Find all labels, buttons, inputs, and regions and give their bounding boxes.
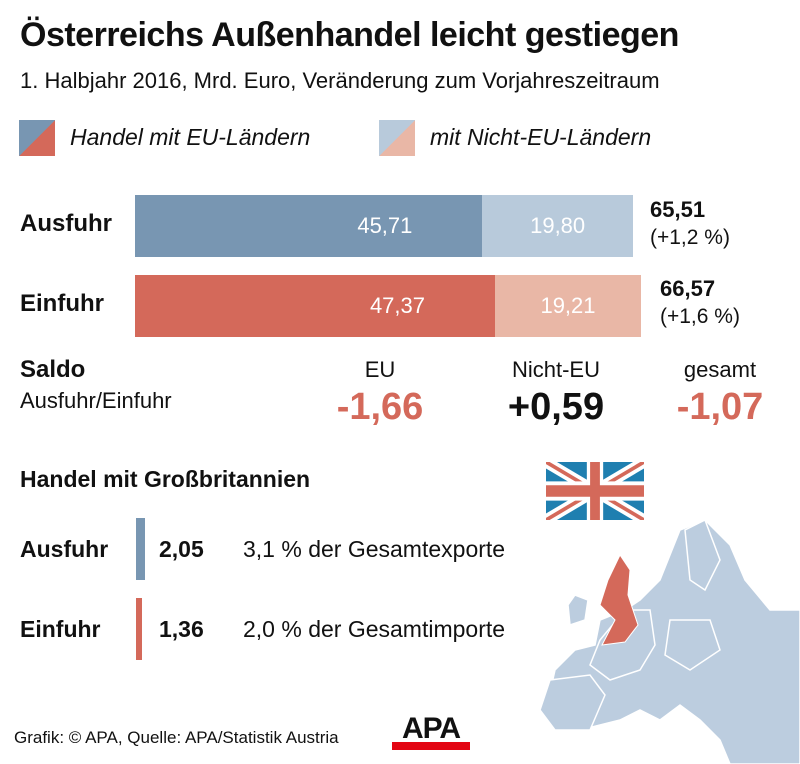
uk-title: Handel mit Großbritannien bbox=[20, 466, 311, 492]
legend-swatch-noneu bbox=[379, 120, 415, 156]
bar-value-label: 19,21 bbox=[540, 293, 596, 318]
legend-label-eu: Handel mit EU-Ländern bbox=[70, 124, 311, 150]
uk-text-ausfuhr: 3,1 % der Gesamtexporte bbox=[243, 536, 506, 562]
bar-value-label: 47,37 bbox=[369, 293, 425, 318]
apa-logo-text: APA bbox=[401, 712, 461, 745]
legend-label-noneu: mit Nicht-EU-Ländern bbox=[430, 124, 652, 150]
uk-bar-einfuhr bbox=[136, 598, 142, 660]
row-label-einfuhr: Einfuhr bbox=[20, 290, 104, 317]
saldo-head-eu: EU bbox=[364, 357, 396, 382]
uk-label-einfuhr: Einfuhr bbox=[20, 616, 101, 642]
bar-value-label: 45,71 bbox=[357, 213, 413, 238]
row-label-ausfuhr: Ausfuhr bbox=[20, 210, 112, 237]
bar-ausfuhr-eu: 45,71 bbox=[135, 195, 483, 257]
saldo-value-noneu: +0,59 bbox=[507, 386, 605, 428]
saldo-head-noneu: Nicht-EU bbox=[511, 357, 600, 382]
uk-bar-ausfuhr bbox=[136, 518, 145, 580]
uk-label-ausfuhr: Ausfuhr bbox=[20, 536, 109, 562]
chart-subtitle: 1. Halbjahr 2016, Mrd. Euro, Veränderung… bbox=[20, 68, 660, 93]
change-ausfuhr: (+1,2 %) bbox=[650, 226, 730, 249]
uk-value-einfuhr: 1,36 bbox=[159, 616, 204, 642]
total-ausfuhr: 65,51 bbox=[650, 197, 706, 222]
source-footer: Grafik: © APA, Quelle: APA/Statistik Aus… bbox=[14, 728, 339, 747]
apa-logo: APA bbox=[392, 712, 470, 750]
saldo-value-gesamt: -1,07 bbox=[676, 386, 764, 428]
bar-value-label: 19,80 bbox=[530, 213, 586, 238]
bar-ausfuhr-noneu: 19,80 bbox=[482, 195, 633, 257]
total-einfuhr: 66,57 bbox=[660, 276, 716, 301]
uk-value-ausfuhr: 2,05 bbox=[159, 536, 204, 562]
saldo-value-eu: -1,66 bbox=[336, 386, 424, 428]
bar-einfuhr-eu: 47,37 bbox=[135, 275, 495, 337]
europe-map-icon bbox=[539, 518, 800, 764]
uk-flag-icon bbox=[546, 462, 644, 520]
change-einfuhr: (+1,6 %) bbox=[660, 305, 740, 328]
saldo-head-gesamt: gesamt bbox=[683, 357, 757, 382]
saldo-sublabel: Ausfuhr/Einfuhr bbox=[20, 388, 172, 413]
apa-logo-bar bbox=[392, 742, 470, 750]
saldo-label: Saldo bbox=[20, 356, 86, 383]
bar-einfuhr-noneu: 19,21 bbox=[495, 275, 641, 337]
legend-swatch-eu bbox=[19, 120, 55, 156]
chart-title: Österreichs Außenhandel leicht gestiegen bbox=[20, 16, 679, 54]
uk-text-einfuhr: 2,0 % der Gesamtimporte bbox=[243, 616, 506, 642]
